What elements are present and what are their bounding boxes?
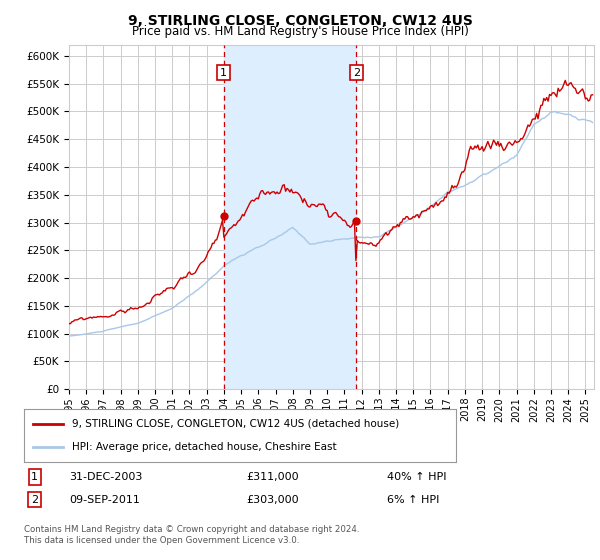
Bar [224, 45, 356, 389]
Text: £311,000: £311,000 [246, 472, 299, 482]
Text: 31-DEC-2003: 31-DEC-2003 [69, 472, 142, 482]
Text: 2: 2 [31, 494, 38, 505]
Text: 6% ↑ HPI: 6% ↑ HPI [387, 494, 439, 505]
Text: HPI: Average price, detached house, Cheshire East: HPI: Average price, detached house, Ches… [71, 442, 336, 452]
Text: 09-SEP-2011: 09-SEP-2011 [69, 494, 140, 505]
Text: Price paid vs. HM Land Registry's House Price Index (HPI): Price paid vs. HM Land Registry's House … [131, 25, 469, 38]
Text: £303,000: £303,000 [246, 494, 299, 505]
Text: 1: 1 [31, 472, 38, 482]
Text: 1: 1 [220, 68, 227, 78]
Text: 40% ↑ HPI: 40% ↑ HPI [387, 472, 446, 482]
Text: 9, STIRLING CLOSE, CONGLETON, CW12 4US (detached house): 9, STIRLING CLOSE, CONGLETON, CW12 4US (… [71, 419, 399, 429]
Text: 2: 2 [353, 68, 360, 78]
Text: Contains HM Land Registry data © Crown copyright and database right 2024.
This d: Contains HM Land Registry data © Crown c… [24, 525, 359, 545]
Text: 9, STIRLING CLOSE, CONGLETON, CW12 4US: 9, STIRLING CLOSE, CONGLETON, CW12 4US [128, 14, 472, 28]
